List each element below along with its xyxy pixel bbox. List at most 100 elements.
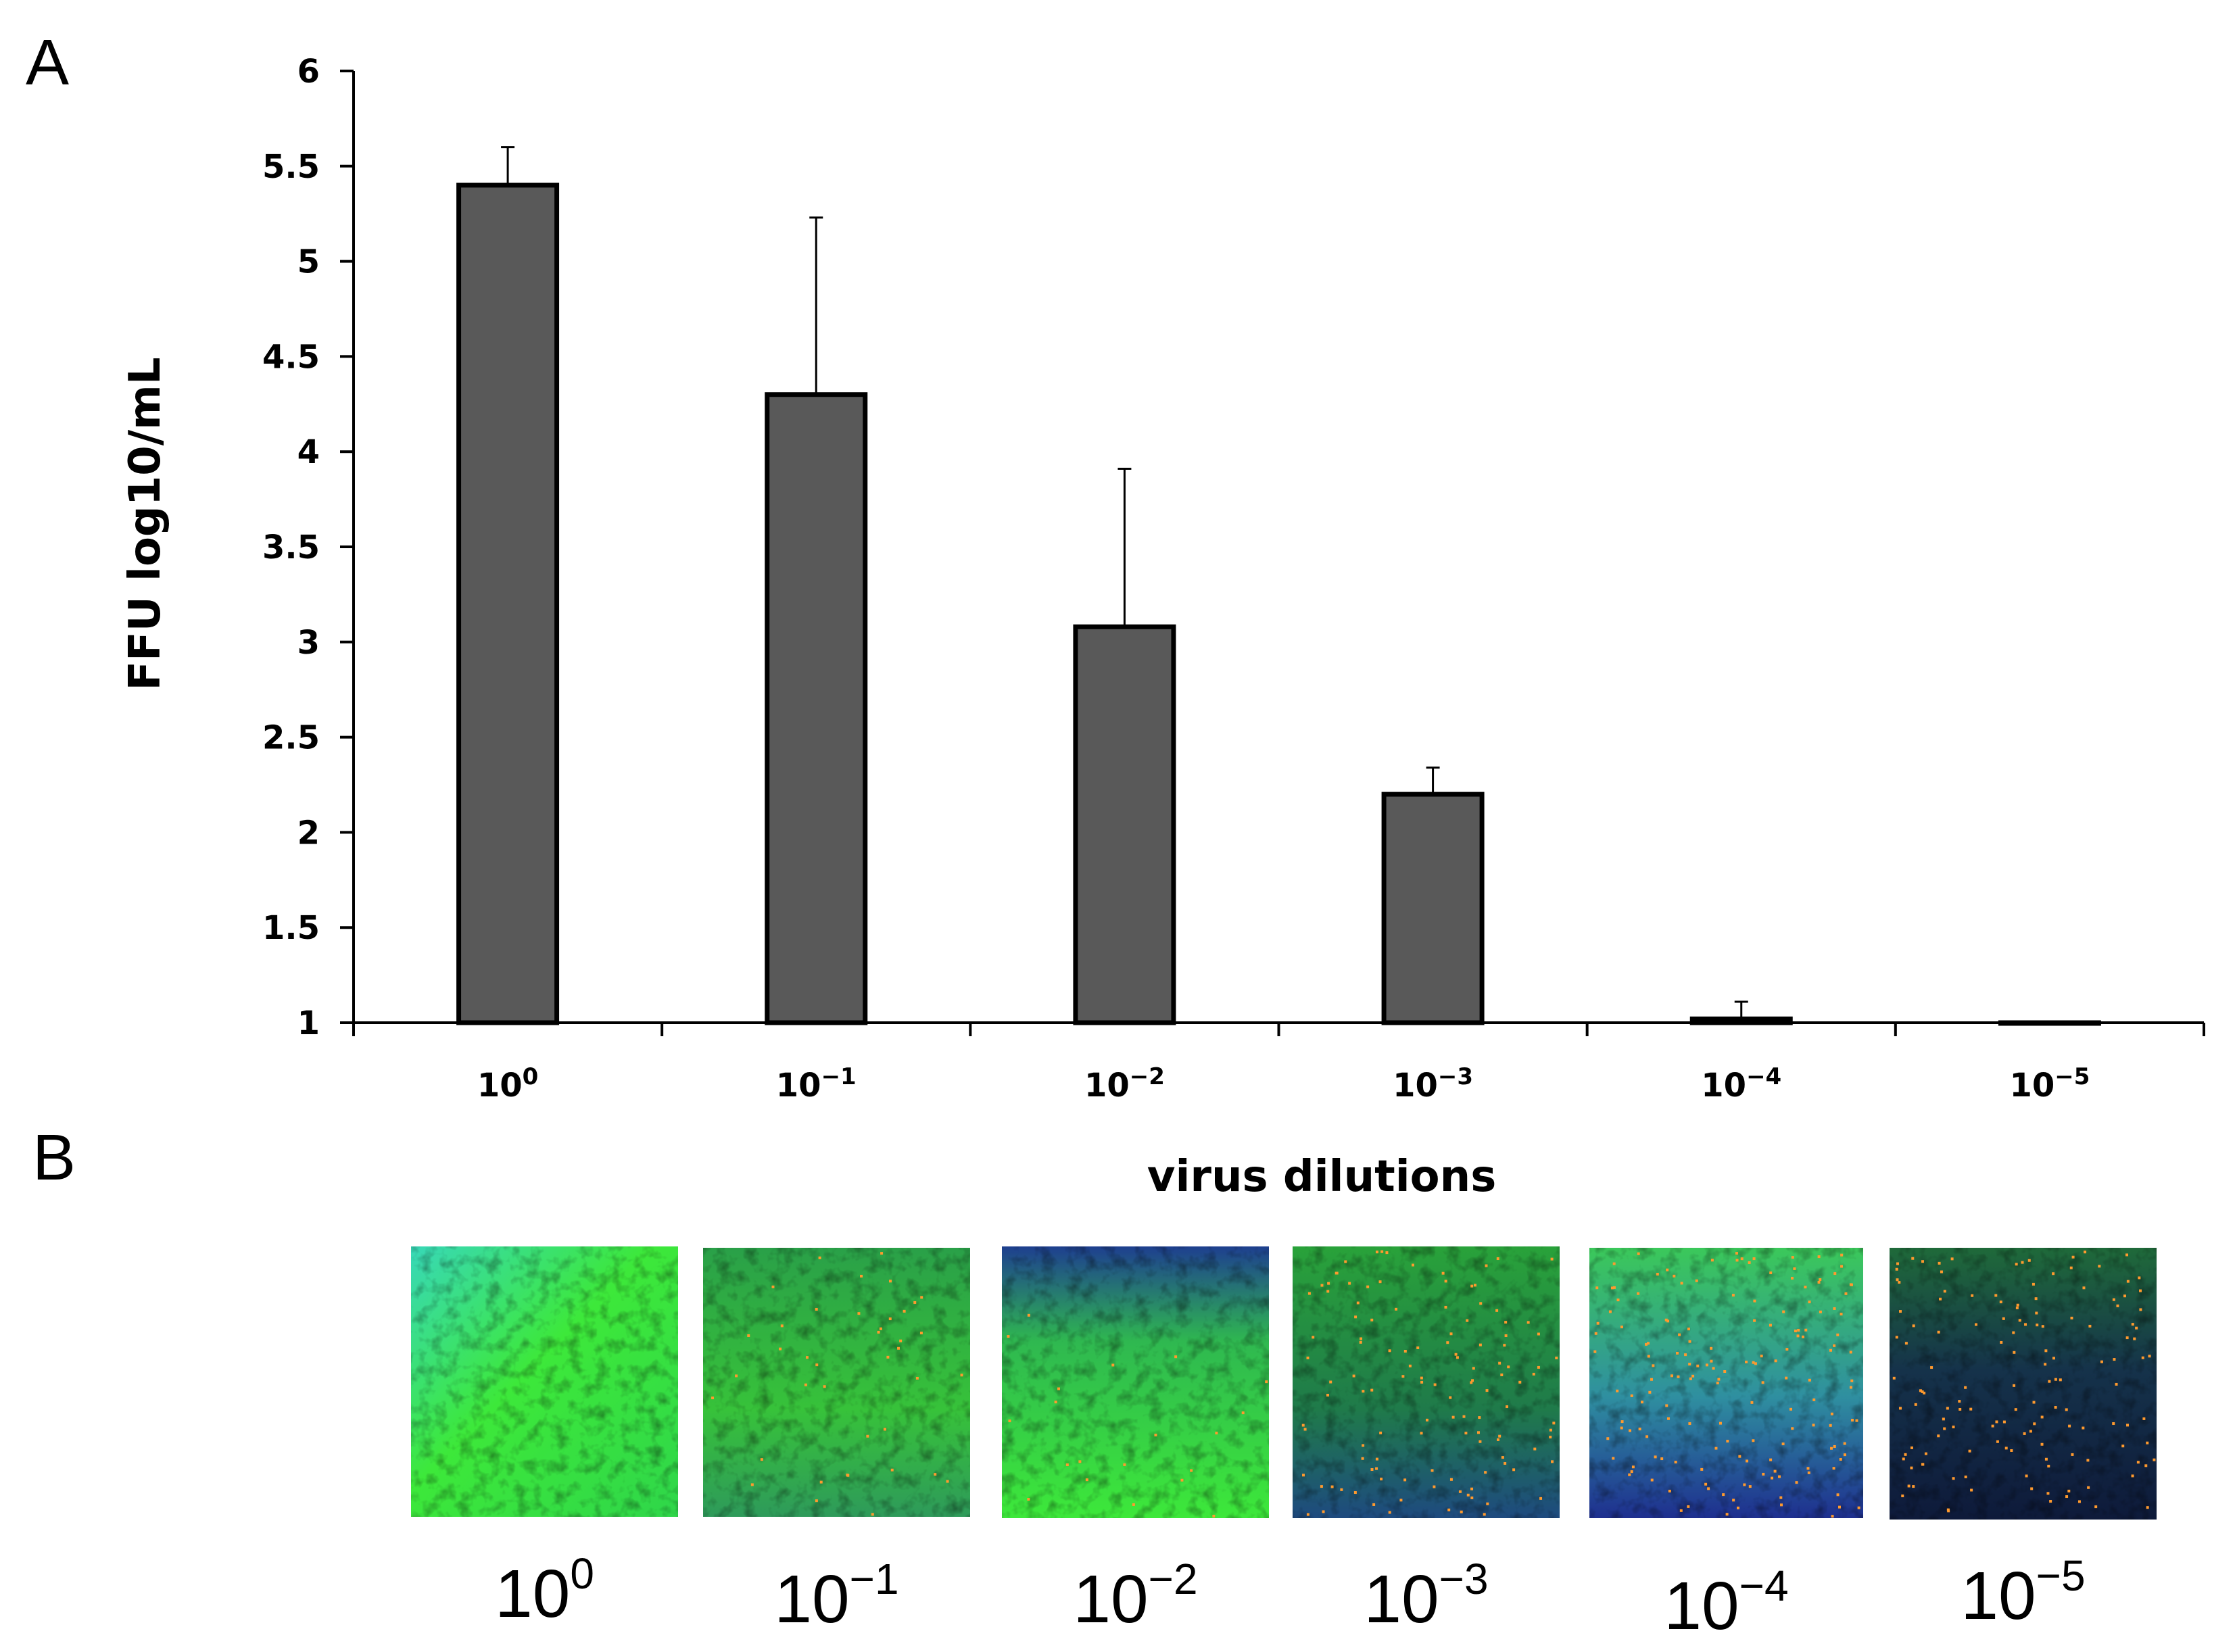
- fluorescent-dot: [750, 1483, 754, 1486]
- fluorescent-dot: [1335, 1271, 1338, 1275]
- fluorescent-dot: [2015, 1306, 2019, 1309]
- fluorescent-dot: [1796, 1334, 1800, 1338]
- fluorescent-dot: [1306, 1356, 1309, 1359]
- fluorescent-dot: [2013, 1351, 2016, 1354]
- fluorescent-dot: [1754, 1362, 1757, 1365]
- fluorescent-dot: [1479, 1343, 1482, 1346]
- fluorescent-dot: [1769, 1458, 1773, 1461]
- fluorescent-dot: [1819, 1278, 1822, 1282]
- fluorescent-dot: [1610, 1286, 1614, 1290]
- fluorescent-dot: [2098, 1265, 2101, 1268]
- fluorescent-dot: [1668, 1489, 1671, 1492]
- fluorescent-dot: [2025, 1474, 2028, 1478]
- fluorescent-dot: [1995, 1420, 1998, 1424]
- fluorescent-dot: [1606, 1437, 1610, 1440]
- fluorescent-dot: [2059, 1378, 2062, 1382]
- fluorescent-dot: [760, 1458, 763, 1461]
- fluorescent-dot: [2144, 1464, 2148, 1467]
- fluorescent-dot: [1806, 1467, 1810, 1470]
- fluorescent-dot: [1924, 1452, 1927, 1455]
- fluorescent-dot: [1781, 1442, 1785, 1446]
- fluorescent-dot: [1943, 1427, 1946, 1430]
- bar: [456, 183, 560, 1025]
- fluorescent-dot: [1348, 1282, 1351, 1285]
- fluorescent-dot: [1215, 1432, 1218, 1435]
- fluorescent-dot: [1474, 1284, 1477, 1287]
- fluorescent-dot: [1748, 1485, 1752, 1488]
- fluorescent-dot: [2048, 1380, 2051, 1383]
- fluorescent-dot: [888, 1280, 892, 1283]
- fluorescent-dot: [1975, 1323, 1978, 1326]
- fluorescent-dot: [1593, 1350, 1597, 1353]
- y-tick-label: 2.5: [262, 719, 320, 757]
- fluorescent-dot: [1306, 1513, 1309, 1516]
- panel-b-label: B: [32, 1121, 76, 1194]
- fluorescent-dot: [1964, 1386, 1967, 1389]
- fluorescent-dot: [2142, 1417, 2146, 1420]
- micrograph-3: [1293, 1246, 1560, 1518]
- fluorescent-dot: [1420, 1376, 1423, 1380]
- fluorescent-dot: [1688, 1363, 1691, 1366]
- micrograph-texture: [703, 1248, 970, 1517]
- fluorescent-dot: [1940, 1270, 1943, 1273]
- fluorescent-dot: [1769, 1323, 1772, 1327]
- fluorescent-dot: [1648, 1390, 1652, 1394]
- fluorescent-dot: [1312, 1336, 1315, 1339]
- fluorescent-dot: [1527, 1321, 1530, 1324]
- fluorescent-dot: [1388, 1511, 1391, 1514]
- fluorescent-dot: [2052, 1357, 2055, 1360]
- fluorescent-dot: [1970, 1488, 1973, 1492]
- fluorescent-dot: [1789, 1407, 1793, 1411]
- fluorescent-dot: [1710, 1259, 1714, 1262]
- fluorescent-dot: [2032, 1401, 2036, 1404]
- fluorescent-dot: [1408, 1364, 1412, 1367]
- fluorescent-dot: [1773, 1469, 1777, 1473]
- fluorescent-dot: [1403, 1478, 1407, 1482]
- fluorescent-dot: [915, 1376, 919, 1380]
- fluorescent-dot: [1902, 1457, 1905, 1461]
- fluorescent-dot: [1486, 1502, 1489, 1505]
- fluorescent-dot: [1717, 1378, 1721, 1381]
- fluorescent-dot: [1425, 1418, 1428, 1422]
- fluorescent-dot: [1901, 1495, 1904, 1498]
- fluorescent-dot: [1007, 1335, 1010, 1338]
- y-tick-label: 4.5: [262, 338, 320, 376]
- fluorescent-dot: [2065, 1495, 2069, 1499]
- micrograph-2: [1002, 1246, 1269, 1518]
- fluorescent-dot: [1449, 1396, 1452, 1399]
- fluorescent-dot: [946, 1480, 949, 1483]
- micrograph-label: 100: [495, 1549, 594, 1632]
- micrograph-texture: [1890, 1248, 2157, 1520]
- fluorescent-dot: [1688, 1422, 1691, 1426]
- fluorescent-dot: [2067, 1489, 2071, 1492]
- fluorescent-dot: [805, 1356, 809, 1359]
- micrograph-texture: [1293, 1246, 1560, 1518]
- fluorescent-dot: [1790, 1276, 1794, 1280]
- x-tick-label: 10−3: [1393, 1063, 1473, 1104]
- fluorescent-dot: [1666, 1319, 1670, 1323]
- fluorescent-dot: [1844, 1292, 1848, 1295]
- fluorescent-dot: [1704, 1482, 1708, 1486]
- fluorescent-dot: [1507, 1365, 1510, 1369]
- fluorescent-dot: [1746, 1459, 1749, 1463]
- fluorescent-dot: [1904, 1342, 1908, 1345]
- fluorescent-dot: [2032, 1282, 2035, 1286]
- fluorescent-dot: [1647, 1355, 1650, 1358]
- fluorescent-dot: [1401, 1375, 1405, 1378]
- fluorescent-dot: [1656, 1273, 1659, 1276]
- fluorescent-dot: [1791, 1256, 1794, 1259]
- fluorescent-dot: [1326, 1290, 1330, 1293]
- fluorescent-dot: [1612, 1457, 1615, 1460]
- fluorescent-dot: [1833, 1344, 1836, 1347]
- bar: [765, 392, 868, 1025]
- fluorescent-dot: [1807, 1471, 1810, 1474]
- fluorescent-dot: [1594, 1332, 1597, 1335]
- fluorescent-dot: [1320, 1284, 1324, 1287]
- fluorescent-dot: [2024, 1323, 2027, 1326]
- fluorescent-dot: [1065, 1463, 1069, 1467]
- fluorescent-dot: [1921, 1463, 1924, 1466]
- fluorescent-dot: [1857, 1506, 1860, 1509]
- fluorescent-dot: [1478, 1416, 1481, 1419]
- fluorescent-dot: [1466, 1319, 1469, 1322]
- fluorescent-dot: [1778, 1475, 1781, 1478]
